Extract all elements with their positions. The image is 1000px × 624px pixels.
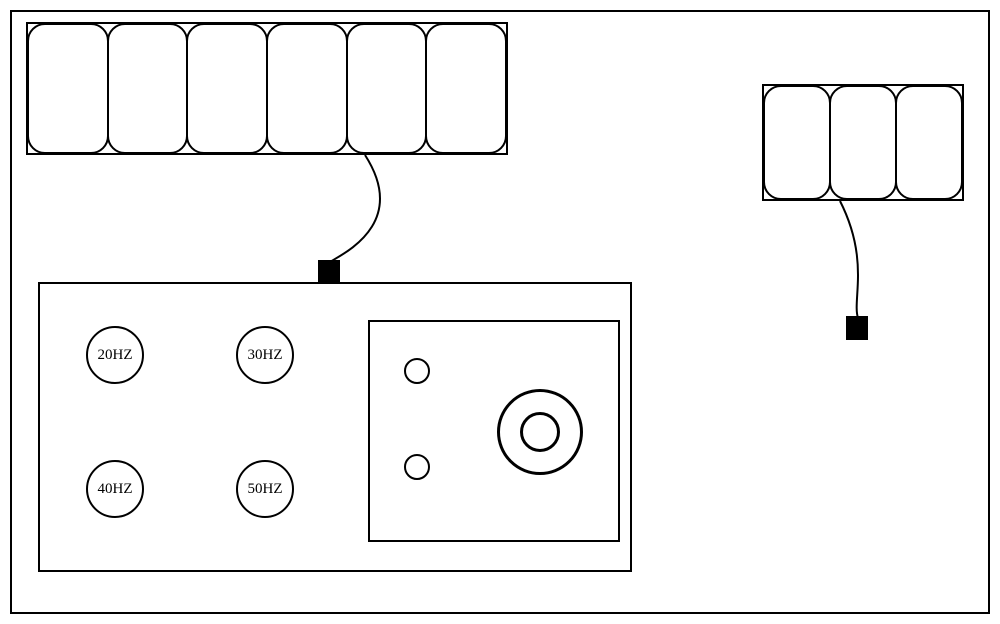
- module: [829, 85, 897, 200]
- small-connector: [846, 316, 868, 340]
- button-40hz[interactable]: 40HZ: [86, 460, 144, 518]
- button-label: 40HZ: [98, 481, 133, 498]
- large-module-strip: [26, 22, 508, 155]
- module: [186, 23, 268, 154]
- button-label: 20HZ: [98, 347, 133, 364]
- indicator-circle: [404, 454, 430, 480]
- module: [27, 23, 109, 154]
- button-30hz[interactable]: 30HZ: [236, 326, 294, 384]
- module: [895, 85, 963, 200]
- button-label: 30HZ: [248, 347, 283, 364]
- module: [346, 23, 428, 154]
- module: [763, 85, 831, 200]
- module: [266, 23, 348, 154]
- dial-inner: [520, 412, 560, 452]
- button-50hz[interactable]: 50HZ: [236, 460, 294, 518]
- module: [425, 23, 507, 154]
- button-label: 50HZ: [248, 481, 283, 498]
- indicator-circle: [404, 358, 430, 384]
- button-20hz[interactable]: 20HZ: [86, 326, 144, 384]
- small-module-strip: [762, 84, 964, 201]
- module: [107, 23, 189, 154]
- large-connector: [318, 260, 340, 284]
